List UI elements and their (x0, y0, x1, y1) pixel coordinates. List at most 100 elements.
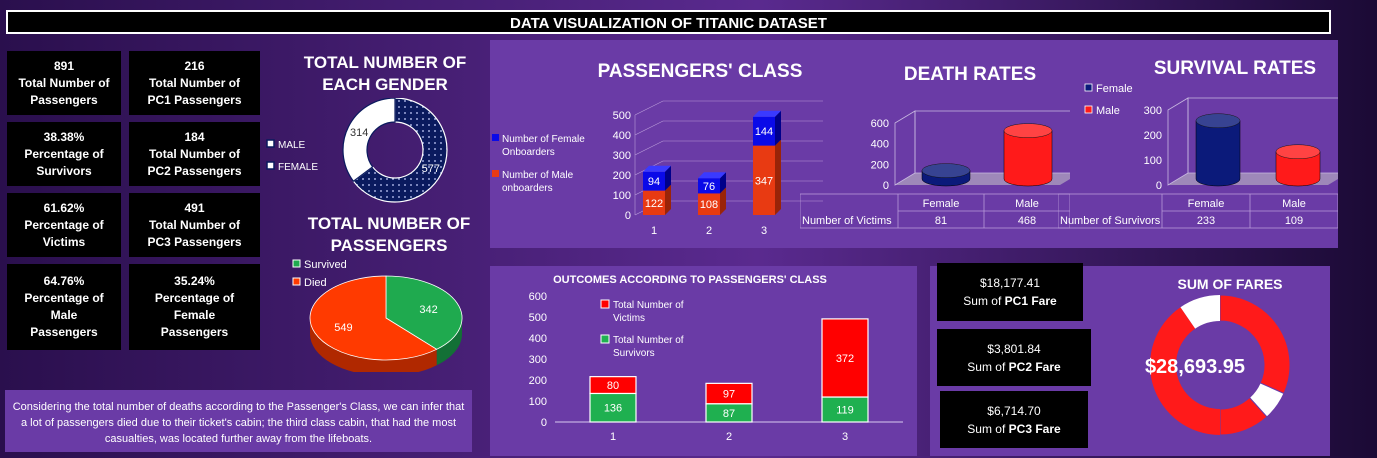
gender-legend-label: MALE (278, 140, 306, 151)
surv-svg-cylinder-body (1275, 151, 1321, 187)
outcomes-category-label: 3 (842, 431, 848, 443)
kpi-label: Total Number of Passengers (18, 75, 110, 107)
class-legend-swatch (492, 134, 499, 141)
surv-svg-side-wall (1167, 97, 1189, 186)
class-category-label: 3 (761, 225, 767, 237)
outcomes-bar-chart: 0 100 200 300 400 500 600 136 80 1 87 97 2 119 372 3 Tot… (529, 291, 903, 443)
class-bar-side (775, 110, 781, 146)
death-svg-cylinder-highlight (1004, 123, 1052, 138)
outcomes-tick-label: 600 (529, 291, 547, 303)
gender-data-label: 577 (422, 163, 440, 175)
passengers-legend-label: Survived (304, 259, 347, 271)
gender-slice-female (342, 98, 396, 183)
death-svg-cylinder-highlight (922, 163, 970, 178)
surv-svg-cylinder-top (1275, 144, 1321, 159)
class-data-label: 122 (645, 198, 663, 210)
passengers-data-label: 342 (419, 304, 437, 316)
death-svg-cylinder-top (1003, 123, 1053, 138)
dashboard-title: DATA VISUALIZATION OF TITANIC DATASET (6, 10, 1331, 34)
class-tick-label: 200 (613, 170, 631, 182)
class-bar-segment (753, 145, 775, 215)
class-category-label: 1 (651, 225, 657, 237)
passengers-slice-survived (385, 275, 463, 350)
kpi-label: Total Number of PC1 Passengers (147, 75, 242, 107)
fare-value: $18,177.41 (979, 276, 1041, 290)
fares-chart-title: SUM OF FARES (1177, 276, 1283, 292)
death-svg-category-label: Male (1015, 198, 1039, 210)
class-bar-segment (643, 171, 665, 191)
survival-chart-title: SURVIVAL RATES (1153, 58, 1317, 79)
passengers-slice-side (310, 318, 437, 372)
class-bar-side (720, 172, 726, 194)
outcomes-legend-label: Total Number of Survivors (613, 335, 684, 359)
class-category-label: 2 (706, 225, 712, 237)
passengers-slice-died (309, 275, 438, 361)
outcomes-chart-title: OUTCOMES ACCORDING TO PASSENGERS' CLASS (553, 274, 827, 286)
class-bar-top (753, 110, 781, 117)
outcomes-data-label: 119 (836, 405, 854, 417)
gender-data-label: 314 (350, 127, 368, 139)
death-svg-table-value: 468 (1018, 215, 1036, 227)
class-bar-segment (643, 190, 665, 215)
outcomes-data-label: 372 (836, 353, 854, 365)
kpi-value: 216 (184, 58, 205, 73)
outcomes-data-label: 136 (604, 403, 622, 415)
outcomes-tick-label: 500 (529, 312, 547, 324)
class-data-label: 144 (755, 126, 773, 138)
kpi-value: 64.76% (43, 274, 85, 288)
gender-slice-male (352, 98, 448, 203)
passengers-data-label: 549 (334, 322, 352, 334)
fare-card-pc1: $18,177.41 Sum of PC1 Fare (937, 263, 1083, 321)
kpi-value: 38.38% (43, 129, 85, 144)
death-svg-tick-label: 400 (871, 139, 889, 151)
class-gridline (634, 100, 823, 116)
class-gridline (634, 140, 823, 156)
kpi-card-pc2-passengers: 184 Total Number of PC2 Passengers (129, 122, 260, 186)
death-svg-tick-label: 600 (871, 118, 889, 130)
fare-label: Sum of PC3 Fare (967, 421, 1061, 436)
outcomes-bar-segment (589, 392, 637, 423)
class-tick-label: 500 (613, 110, 631, 122)
class-legend-label: Number of Male onboarders (502, 170, 574, 194)
kpi-card-male-percentage: 64.76% Percentage of Male Passengers (7, 264, 121, 350)
outcomes-legend-swatch (600, 299, 610, 309)
class-tick-label: 400 (613, 130, 631, 142)
death-svg-category-label: Female (923, 198, 960, 210)
kpi-label: Percentage of Victims (24, 217, 104, 249)
death-svg-side-wall (894, 110, 916, 186)
surv-svg-tick-label: 300 (1144, 105, 1162, 117)
surv-svg-category-label: Female (1188, 198, 1225, 210)
class-data-label: 347 (755, 175, 773, 187)
death-svg-cylinder-top (921, 163, 971, 178)
surv-svg-tick-label: 200 (1144, 130, 1162, 142)
death-svg-table-border (800, 193, 1070, 229)
outcomes-bar-segment (821, 318, 869, 398)
class-data-label: 108 (700, 199, 718, 211)
fares-center-label: $28,693.95 (1145, 356, 1245, 378)
outcomes-bar-segment (705, 382, 753, 405)
fare-card-pc2: $3,801.84 Sum of PC2 Fare (937, 329, 1091, 386)
class-legend-swatch (492, 170, 499, 177)
kpi-card-victims: 61.62% Percentage of Victims (7, 193, 121, 257)
gender-doughnut-chart: 577 314 MALE FEMALE (266, 98, 448, 203)
kpi-label: Percentage of Survivors (24, 146, 104, 178)
kpi-label: Total Number of PC2 Passengers (147, 146, 242, 178)
fare-value: $6,714.70 (987, 403, 1041, 418)
death-chart-title: DEATH RATES (903, 64, 1037, 85)
surv-svg-cylinder-body (1195, 120, 1241, 187)
survival-legend-swatch (1084, 105, 1093, 114)
surv-svg-table-value: 109 (1285, 215, 1303, 227)
death-svg-tick-label: 200 (871, 159, 889, 171)
surv-svg-cylinder-top (1195, 113, 1241, 128)
outcomes-category-label: 1 (610, 431, 616, 443)
class-bar-side (775, 139, 781, 215)
kpi-value: 35.24% (174, 274, 215, 288)
fare-card-pc3: $6,714.70 Sum of PC3 Fare (940, 391, 1088, 448)
kpi-card-survivors: 38.38% Percentage of Survivors (7, 122, 121, 186)
class-chart-title: PASSENGERS' CLASS (597, 61, 803, 82)
kpi-card-female-percentage: 35.24% Percentage of Female Passengers (129, 264, 260, 350)
passengers-legend-swatch (292, 277, 301, 286)
class-bar-segment (698, 193, 720, 215)
kpi-value: 61.62% (43, 200, 85, 215)
outcomes-tick-label: 200 (529, 375, 547, 387)
